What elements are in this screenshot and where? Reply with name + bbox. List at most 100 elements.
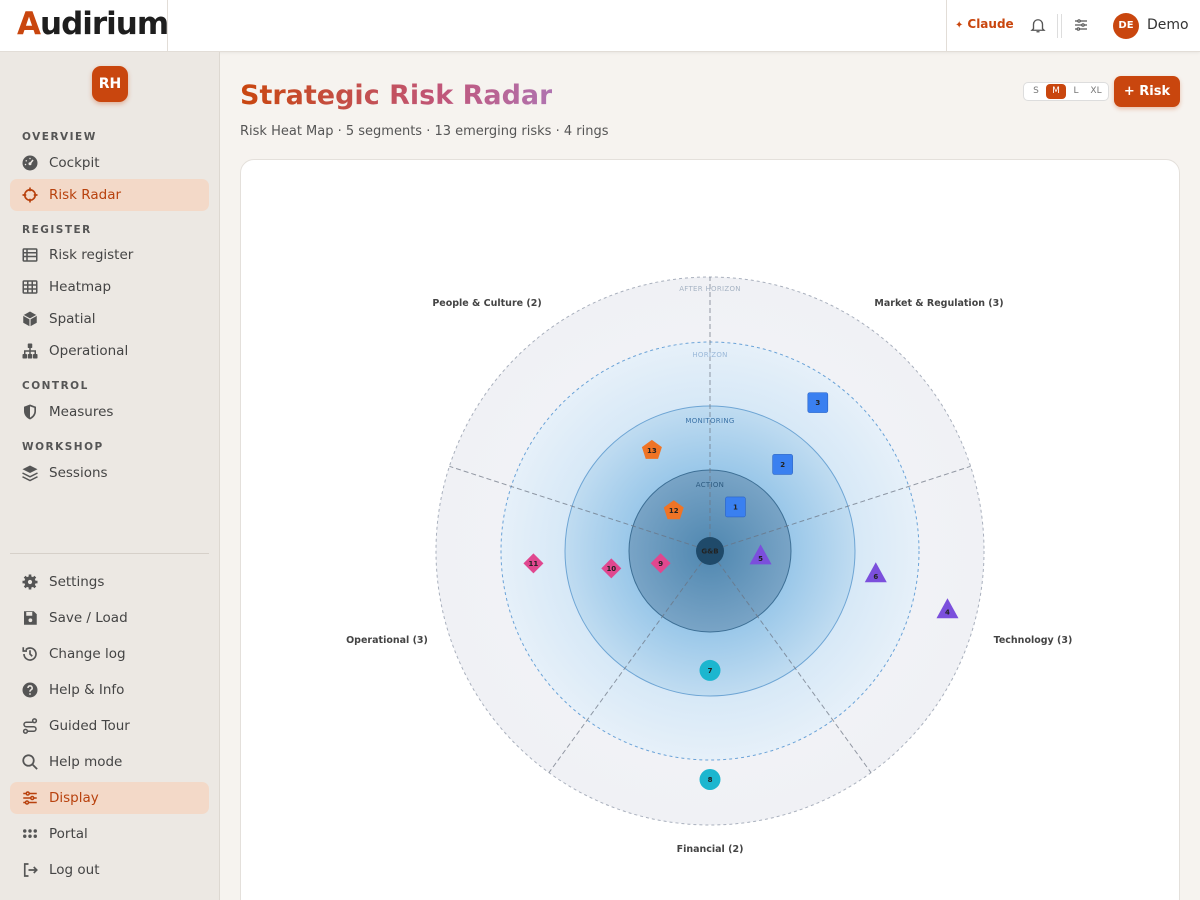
cube-icon	[20, 310, 39, 329]
risk-marker-label: 12	[669, 507, 679, 515]
sidebar-item-help-mode[interactable]: Help mode	[10, 746, 209, 778]
risk-marker-label: 9	[658, 560, 663, 568]
risk-marker-label: 1	[733, 503, 738, 511]
risk-marker-label: 11	[529, 560, 539, 568]
sidebar-item-spatial[interactable]: Spatial	[10, 303, 209, 335]
table-list-icon	[20, 246, 39, 265]
sidebar-item-guided-tour[interactable]: Guided Tour	[10, 710, 209, 742]
grid-icon	[20, 278, 39, 297]
risk-marker-11[interactable]: 11	[523, 553, 544, 574]
risk-marker-label: 13	[647, 447, 657, 455]
risk-marker-label: 2	[780, 461, 785, 469]
sidebar-item-label: Operational	[49, 343, 129, 359]
section-label-workshop: WORKSHOP	[22, 441, 104, 453]
risk-marker-1[interactable]: 1	[725, 496, 746, 518]
sidebar-item-display[interactable]: Display	[10, 782, 209, 814]
ring-label-horizon: HORIZON	[692, 351, 727, 359]
risk-marker-6[interactable]: 6	[864, 562, 887, 583]
radar-card: G&B ACTION MONITORING HORIZON AFTER HORIZON…	[240, 159, 1180, 900]
magnifier-icon	[20, 753, 39, 772]
route-icon	[20, 717, 39, 736]
risk-marker-label: 3	[815, 399, 820, 407]
risk-marker-7[interactable]: 7	[699, 659, 721, 681]
sidebar-item-label: Help & Info	[49, 682, 125, 698]
risk-marker-12[interactable]: 12	[663, 500, 684, 520]
risk-marker-4[interactable]: 4	[936, 598, 959, 619]
user-name[interactable]: Demo	[1147, 17, 1189, 33]
sidebar-item-change-log[interactable]: Change log	[10, 638, 209, 670]
bell-icon[interactable]	[1029, 16, 1047, 34]
sidebar-item-label: Change log	[49, 646, 126, 662]
ring-label-monitoring: MONITORING	[685, 417, 734, 425]
sidebar-item-label: Risk Radar	[49, 187, 122, 203]
risk-marker-label: 8	[708, 776, 713, 784]
divider	[1061, 14, 1062, 38]
size-option-l[interactable]: L	[1073, 86, 1079, 96]
gear-icon	[20, 573, 39, 592]
floppy-disk-icon	[20, 609, 39, 628]
page-title: Strategic Risk Radar	[240, 80, 553, 111]
segment-label[interactable]: People & Culture (2)	[432, 298, 541, 309]
top-bar: Audirium ✦ Claude DE Demo	[0, 0, 1200, 52]
sidebar-item-label: Guided Tour	[49, 718, 130, 734]
sidebar-item-label: Save / Load	[49, 610, 128, 626]
sidebar-item-label: Help mode	[49, 754, 123, 770]
claude-button[interactable]: ✦ Claude	[955, 17, 1014, 31]
risk-marker-9[interactable]: 9	[650, 553, 671, 574]
risk-marker-5[interactable]: 5	[749, 544, 772, 565]
add-risk-button[interactable]: + Risk	[1114, 76, 1180, 107]
user-avatar[interactable]: DE	[1113, 13, 1139, 39]
size-option-xl[interactable]: XL	[1090, 86, 1102, 96]
sidebar-item-risk-radar[interactable]: Risk Radar	[10, 179, 209, 211]
risk-marker-label: 5	[758, 555, 763, 563]
sidebar-item-label: Settings	[49, 574, 105, 590]
sidebar-item-log-out[interactable]: Log out	[10, 854, 209, 886]
risk-marker-10[interactable]: 10	[601, 558, 622, 579]
sliders-icon[interactable]	[1073, 17, 1089, 33]
segment-divider	[723, 465, 971, 548]
sidebar-item-portal[interactable]: Portal	[10, 818, 209, 850]
app-logo: Audirium	[17, 6, 169, 42]
risk-marker-3[interactable]: 3	[807, 392, 829, 413]
section-label-register: REGISTER	[22, 224, 92, 236]
sidebar-item-label: Log out	[49, 862, 100, 878]
sidebar-item-cockpit[interactable]: Cockpit	[10, 147, 209, 179]
risk-marker-label: 10	[606, 565, 616, 573]
page-subtitle: Risk Heat Map · 5 segments · 13 emerging…	[240, 124, 609, 139]
ring-label-action: ACTION	[696, 481, 724, 489]
segment-label[interactable]: Market & Regulation (3)	[874, 298, 1003, 309]
sidebar-item-label: Spatial	[49, 311, 96, 327]
sidebar-item-help-info[interactable]: Help & Info	[10, 674, 209, 706]
sidebar-item-label: Display	[49, 790, 99, 806]
segment-label[interactable]: Operational (3)	[346, 635, 428, 646]
sidebar-item-risk-register[interactable]: Risk register	[10, 239, 209, 271]
segment-label[interactable]: Financial (2)	[677, 844, 744, 855]
sidebar-item-label: Measures	[49, 404, 114, 420]
logo-container[interactable]: Audirium	[0, 0, 169, 52]
dots-grid-icon	[20, 825, 39, 844]
sidebar-item-sessions[interactable]: Sessions	[10, 457, 209, 489]
history-icon	[20, 645, 39, 664]
risk-marker-13[interactable]: 13	[641, 439, 662, 459]
sidebar-item-operational[interactable]: Operational	[10, 335, 209, 367]
radar-center	[696, 537, 724, 565]
sparkle-icon: ✦	[955, 20, 964, 31]
size-option-m[interactable]: M	[1046, 84, 1066, 99]
size-option-s[interactable]: S	[1033, 86, 1039, 96]
segment-divider	[717, 562, 872, 773]
risk-marker-8[interactable]: 8	[699, 769, 721, 790]
logout-icon	[20, 861, 39, 880]
risk-marker-label: 6	[873, 573, 878, 581]
claude-label: Claude	[967, 17, 1014, 31]
divider	[1057, 14, 1058, 38]
risk-marker-2[interactable]: 2	[772, 454, 793, 475]
sidebar-item-settings[interactable]: Settings	[10, 566, 209, 598]
sidebar-item-heatmap[interactable]: Heatmap	[10, 271, 209, 303]
sidebar-item-label: Sessions	[49, 465, 108, 481]
sidebar-item-save-load[interactable]: Save / Load	[10, 602, 209, 634]
segment-label[interactable]: Technology (3)	[994, 635, 1073, 646]
workspace-badge[interactable]: RH	[92, 66, 128, 102]
sidebar-item-measures[interactable]: Measures	[10, 396, 209, 428]
sidebar-item-label: Portal	[49, 826, 88, 842]
logo-text: udirium	[40, 6, 169, 42]
